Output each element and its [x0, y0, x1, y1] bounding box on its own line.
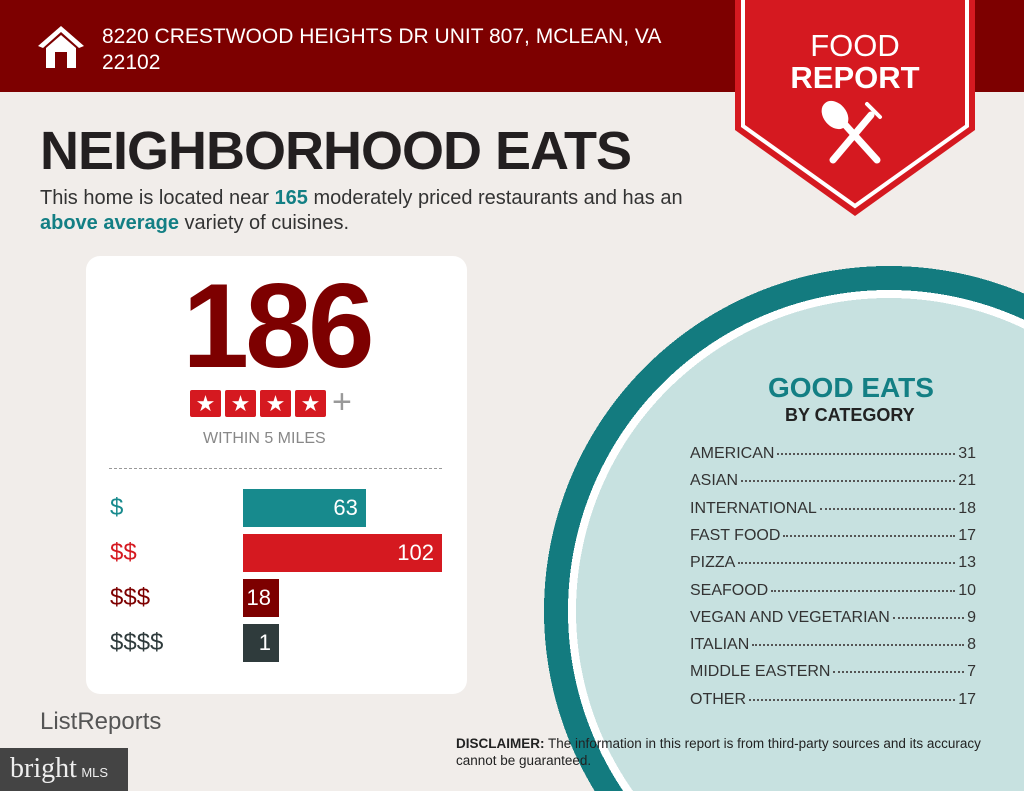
leader-dots	[749, 698, 956, 701]
desc-text: This home is located near	[40, 187, 275, 209]
variety-level: above average	[40, 212, 179, 234]
price-row: $$$$ 1	[110, 624, 279, 662]
star-rating: ★ ★ ★ ★	[190, 390, 326, 417]
summary-card	[86, 256, 467, 694]
category-item: OTHER 17	[690, 690, 976, 710]
leader-dots	[819, 507, 956, 510]
star-icon: ★	[225, 390, 256, 417]
price-label: $$	[110, 539, 137, 566]
within-distance: WITHIN 5 MILES	[203, 430, 326, 447]
category-item: FAST FOOD 17	[690, 526, 976, 546]
category-item: INTERNATIONAL 18	[690, 499, 976, 519]
price-bar: 18	[243, 579, 279, 617]
category-name: ASIAN	[690, 472, 739, 490]
watermark-sub: MLS	[81, 765, 109, 780]
leader-dots	[752, 644, 965, 647]
description: This home is located near 165 moderately…	[40, 186, 740, 236]
leader-dots	[738, 562, 956, 565]
category-name: PIZZA	[690, 554, 736, 572]
price-bar: 102	[243, 534, 442, 572]
leader-dots	[892, 616, 965, 619]
bright-mls-watermark: bright MLS	[0, 748, 128, 791]
house-icon	[38, 26, 84, 68]
category-item: ITALIAN 8	[690, 635, 976, 655]
disclaimer: DISCLAIMER: The information in this repo…	[456, 735, 996, 769]
badge-line2: REPORT	[790, 60, 920, 95]
watermark-text: bright	[10, 753, 77, 784]
property-address: 8220 CRESTWOOD HEIGHTS DR UNIT 807, MCLE…	[102, 25, 661, 74]
leader-dots	[783, 534, 956, 537]
category-count: 13	[958, 554, 976, 572]
food-report-badge	[735, 0, 975, 216]
category-count: 9	[967, 608, 976, 626]
category-item: VEGAN AND VEGETARIAN 9	[690, 608, 976, 628]
star-icon: ★	[295, 390, 326, 417]
category-item: ASIAN 21	[690, 471, 976, 491]
spoon-fork-icon	[821, 100, 882, 164]
leader-dots	[771, 589, 956, 592]
category-name: SEAFOOD	[690, 581, 769, 599]
star-icon: ★	[190, 390, 221, 417]
star-icon: ★	[260, 390, 291, 417]
price-label: $$$$	[110, 629, 164, 656]
price-row: $$$ 18	[110, 579, 279, 617]
price-row: $63	[110, 489, 366, 527]
plus-sign: +	[332, 383, 352, 421]
category-item: PIZZA 13	[690, 553, 976, 573]
category-count: 31	[958, 445, 976, 462]
good-eats-title: GOOD EATS	[768, 372, 934, 403]
category-count: 17	[958, 526, 976, 544]
category-name: OTHER	[690, 690, 746, 708]
category-name: VEGAN AND VEGETARIAN	[690, 608, 890, 626]
category-item: AMERICAN 31	[690, 444, 976, 464]
leader-dots	[741, 480, 956, 483]
restaurant-count: 165	[274, 187, 308, 209]
price-label: $	[110, 494, 124, 521]
page-title: NEIGHBORHOOD EATS	[40, 121, 632, 181]
category-item: MIDDLE EASTERN 7	[690, 662, 976, 682]
category-count: 8	[967, 636, 976, 654]
desc-text: variety of cuisines.	[178, 212, 350, 234]
category-item: SEAFOOD 10	[690, 581, 976, 601]
category-count: 18	[958, 499, 976, 517]
disclaimer-label: DISCLAIMER:	[456, 736, 545, 751]
price-bar: 63	[243, 489, 366, 527]
divider	[109, 468, 442, 469]
price-bar: 1	[243, 624, 279, 662]
category-circle	[544, 266, 1024, 791]
total-restaurants: 186	[182, 259, 374, 393]
category-name: FAST FOOD	[690, 526, 781, 544]
good-eats-subtitle: BY CATEGORY	[785, 405, 915, 425]
category-count: 7	[967, 663, 976, 681]
category-name: ITALIAN	[690, 636, 750, 654]
category-name: AMERICAN	[690, 445, 775, 462]
category-name: INTERNATIONAL	[690, 499, 817, 517]
category-count: 10	[958, 581, 976, 599]
badge-text: FOOD REPORT	[735, 30, 975, 94]
listreports-logo: ListReports	[40, 708, 162, 735]
badge-line1: FOOD	[810, 28, 900, 63]
price-label: $$$	[110, 584, 151, 611]
category-count: 17	[958, 690, 976, 708]
leader-dots	[833, 671, 965, 674]
category-count: 21	[958, 472, 976, 490]
desc-text: moderately priced restaurants and has an	[307, 187, 683, 209]
price-row: $$ 102	[110, 534, 442, 572]
category-name: MIDDLE EASTERN	[690, 663, 831, 681]
disclaimer-text: The information in this report is from t…	[456, 736, 981, 768]
leader-dots	[777, 453, 956, 455]
